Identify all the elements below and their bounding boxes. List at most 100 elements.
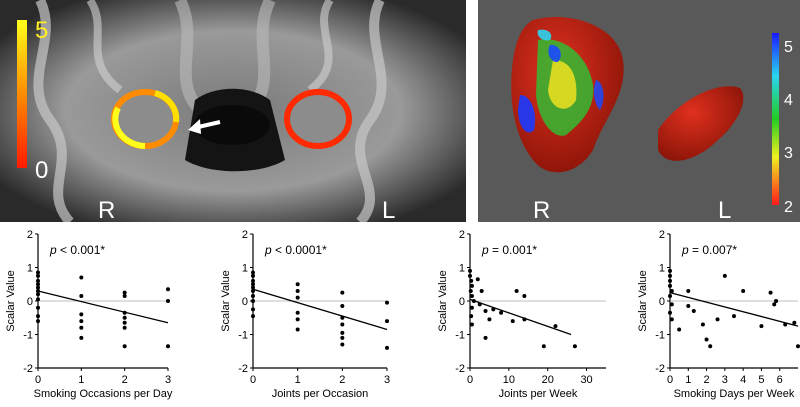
rainbow-tick-4: 4 bbox=[784, 92, 793, 109]
data-point-1 bbox=[340, 304, 345, 309]
data-point-3 bbox=[700, 322, 705, 327]
mri-image: 5 0 R L bbox=[0, 0, 466, 222]
data-point-2 bbox=[469, 305, 474, 310]
data-point-1 bbox=[385, 319, 389, 324]
data-point-1 bbox=[251, 299, 255, 303]
data-point-1 bbox=[251, 282, 255, 287]
data-point-3 bbox=[704, 337, 709, 342]
y-tick-label-0: -1 bbox=[23, 330, 33, 342]
data-point-0 bbox=[36, 282, 40, 287]
x-tick-label-3: 3 bbox=[722, 374, 728, 386]
heat-scale-min: 0 bbox=[35, 157, 48, 184]
amygdala-render-panel: 5 4 3 2 R L bbox=[478, 0, 800, 222]
data-point-1 bbox=[385, 345, 389, 350]
data-point-1 bbox=[251, 270, 255, 275]
y-tick-label-0: -2 bbox=[23, 363, 33, 375]
data-point-2 bbox=[510, 319, 515, 324]
data-point-2 bbox=[469, 314, 474, 319]
data-point-1 bbox=[340, 290, 345, 295]
data-point-2 bbox=[468, 268, 472, 273]
fit-line-1 bbox=[252, 288, 388, 331]
data-point-0 bbox=[79, 335, 84, 340]
p-value-annotation-0: p < 0.001* bbox=[49, 243, 105, 257]
fit-line-0 bbox=[37, 290, 169, 324]
data-point-3 bbox=[686, 288, 691, 293]
data-point-0 bbox=[122, 325, 127, 330]
y-axis-label-2: Scalar Value bbox=[437, 270, 449, 332]
data-point-3 bbox=[768, 290, 773, 295]
data-point-3 bbox=[668, 273, 672, 278]
p-value-annotation-2: p = 0.001* bbox=[481, 243, 537, 257]
data-point-3 bbox=[691, 309, 696, 314]
data-point-0 bbox=[166, 287, 170, 292]
data-point-1 bbox=[295, 327, 300, 332]
y-tick-label-2: -1 bbox=[455, 330, 465, 342]
data-point-2 bbox=[469, 322, 474, 327]
arrow-icon bbox=[188, 119, 221, 134]
y-tick-label-1: 1 bbox=[242, 263, 248, 275]
x-tick-label-0: 3 bbox=[165, 374, 171, 386]
x-tick-label-2: 10 bbox=[503, 374, 515, 386]
x-axis-label-0: Smoking Occasions per Day bbox=[34, 388, 173, 400]
data-point-2 bbox=[475, 277, 480, 282]
x-axis-label-1: Joints per Occasion bbox=[272, 388, 369, 400]
y-tick-label-2: 1 bbox=[459, 263, 465, 275]
data-point-2 bbox=[499, 310, 504, 315]
y-tick-label-1: 2 bbox=[242, 229, 248, 241]
data-point-0 bbox=[166, 299, 170, 303]
data-point-0 bbox=[36, 292, 40, 297]
data-point-1 bbox=[251, 307, 255, 312]
data-point-3 bbox=[668, 268, 672, 273]
render-image: 5 4 3 2 R L bbox=[511, 16, 793, 222]
data-point-2 bbox=[468, 273, 472, 278]
x-tick-label-0: 1 bbox=[78, 374, 84, 386]
x-tick-label-3: 2 bbox=[704, 374, 710, 386]
data-point-3 bbox=[741, 288, 746, 293]
x-tick-label-3: 0 bbox=[667, 374, 673, 386]
data-point-3 bbox=[677, 327, 682, 332]
data-point-2 bbox=[483, 309, 488, 314]
y-tick-label-3: 2 bbox=[659, 229, 665, 241]
y-tick-label-3: -1 bbox=[655, 330, 665, 342]
data-point-3 bbox=[668, 310, 672, 315]
data-point-0 bbox=[122, 290, 127, 295]
data-point-0 bbox=[79, 293, 84, 298]
y-tick-label-0: 2 bbox=[27, 229, 33, 241]
data-point-1 bbox=[251, 278, 255, 283]
y-tick-label-1: -1 bbox=[238, 330, 248, 342]
data-point-2 bbox=[553, 324, 558, 329]
y-tick-label-1: -2 bbox=[238, 363, 248, 375]
mri-coronal-panel: 5 0 R L bbox=[0, 0, 466, 222]
data-point-3 bbox=[669, 288, 674, 293]
data-point-0 bbox=[166, 344, 170, 349]
data-point-0 bbox=[122, 320, 127, 325]
heat-scale-max: 5 bbox=[35, 17, 48, 44]
data-point-1 bbox=[295, 317, 300, 322]
data-point-1 bbox=[340, 342, 345, 347]
y-tick-label-3: 0 bbox=[659, 296, 665, 308]
data-point-2 bbox=[483, 335, 488, 340]
y-axis-label-1: Scalar Value bbox=[220, 270, 232, 332]
data-point-3 bbox=[772, 302, 777, 307]
p-value-annotation-1: p < 0.0001* bbox=[264, 243, 327, 257]
x-tick-label-1: 1 bbox=[295, 374, 301, 386]
data-point-3 bbox=[668, 283, 672, 288]
x-tick-label-0: 0 bbox=[35, 374, 41, 386]
data-point-1 bbox=[295, 295, 300, 300]
data-point-3 bbox=[774, 299, 779, 303]
rainbow-tick-3: 3 bbox=[784, 145, 793, 162]
data-point-1 bbox=[295, 288, 300, 293]
heat-colorbar bbox=[17, 20, 27, 168]
data-point-3 bbox=[796, 344, 800, 349]
mri-left-label: L bbox=[382, 197, 395, 222]
data-point-0 bbox=[36, 305, 40, 310]
data-point-0 bbox=[122, 344, 127, 349]
x-tick-label-3: 5 bbox=[758, 374, 764, 386]
y-tick-label-3: 1 bbox=[659, 263, 665, 275]
data-point-2 bbox=[487, 317, 492, 322]
data-point-1 bbox=[340, 330, 345, 335]
scatter-plots-row: -2 -1 0 1 2 0 1 2 3 p < 0.001* Smoking Occasions p… bbox=[0, 228, 800, 402]
data-point-3 bbox=[732, 314, 736, 319]
x-tick-label-2: 30 bbox=[580, 374, 592, 386]
